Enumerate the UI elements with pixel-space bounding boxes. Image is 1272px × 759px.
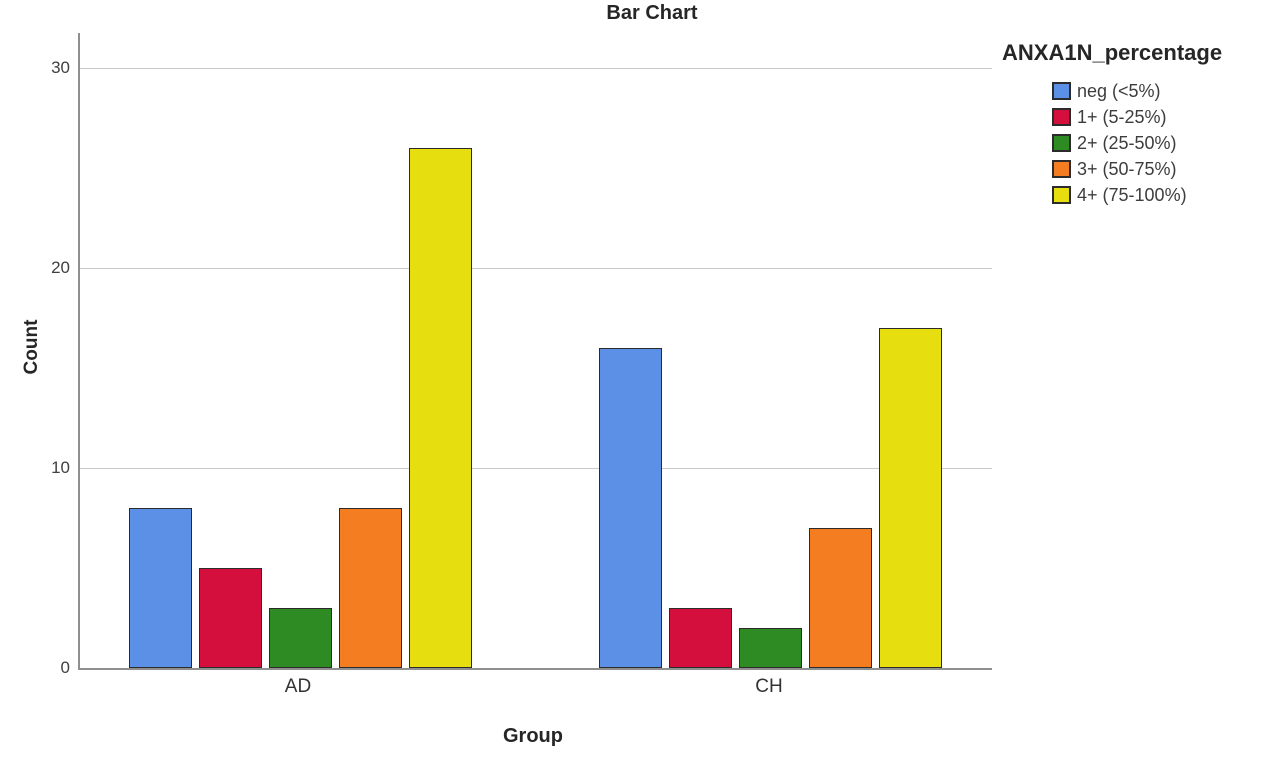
bar-group-ch (599, 328, 942, 668)
legend-item-0: neg (<5%) (1052, 78, 1270, 104)
bar-ad-2plus (269, 608, 332, 668)
bar-ad-neg (129, 508, 192, 668)
legend-items: neg (<5%) 1+ (5-25%) 2+ (25-50%) 3+ (50-75%… (1052, 78, 1270, 208)
legend-swatch-icon (1052, 134, 1071, 152)
bar-ch-4plus (879, 328, 942, 668)
legend-item-label: neg (<5%) (1077, 80, 1161, 101)
gridline-20 (80, 268, 992, 269)
legend-item-label: 1+ (5-25%) (1077, 106, 1167, 127)
y-tick-10: 10 (51, 458, 70, 477)
bar-ch-2plus (739, 628, 802, 668)
legend-item-label: 3+ (50-75%) (1077, 158, 1177, 179)
bar-ad-4plus (409, 148, 472, 668)
plot-area (78, 33, 992, 670)
legend-swatch-icon (1052, 82, 1071, 100)
bar-group-ad (129, 148, 472, 668)
bar-ad-1plus (199, 568, 262, 668)
legend-item-label: 4+ (75-100%) (1077, 184, 1187, 205)
legend-title: ANXA1N_percentage (1002, 40, 1223, 65)
legend-item-2: 2+ (25-50%) (1052, 130, 1270, 156)
legend-swatch-icon (1052, 108, 1071, 126)
legend: ANXA1N_percentage neg (<5%) 1+ (5-25%) 2+ … (1002, 40, 1270, 208)
legend-swatch-icon (1052, 186, 1071, 204)
bar-ch-1plus (669, 608, 732, 668)
x-axis-title: Group (503, 725, 563, 747)
gridline-10 (80, 468, 992, 469)
y-tick-0: 0 (60, 658, 70, 677)
legend-swatch-icon (1052, 160, 1071, 178)
legend-item-3: 3+ (50-75%) (1052, 156, 1270, 182)
y-tick-30: 30 (51, 58, 70, 77)
legend-item-4: 4+ (75-100%) (1052, 182, 1270, 208)
gridline-30 (80, 68, 992, 69)
legend-item-label: 2+ (25-50%) (1077, 132, 1177, 153)
x-tick-ad: AD (284, 676, 312, 697)
y-tick-20: 20 (51, 258, 70, 277)
x-tick-ch: CH (755, 676, 783, 697)
y-axis-title: Count (21, 319, 42, 375)
chart-title: Bar Chart (606, 2, 698, 24)
bar-ch-3plus (809, 528, 872, 668)
bar-ch-neg (599, 348, 662, 668)
bar-ad-3plus (339, 508, 402, 668)
legend-item-1: 1+ (5-25%) (1052, 104, 1270, 130)
